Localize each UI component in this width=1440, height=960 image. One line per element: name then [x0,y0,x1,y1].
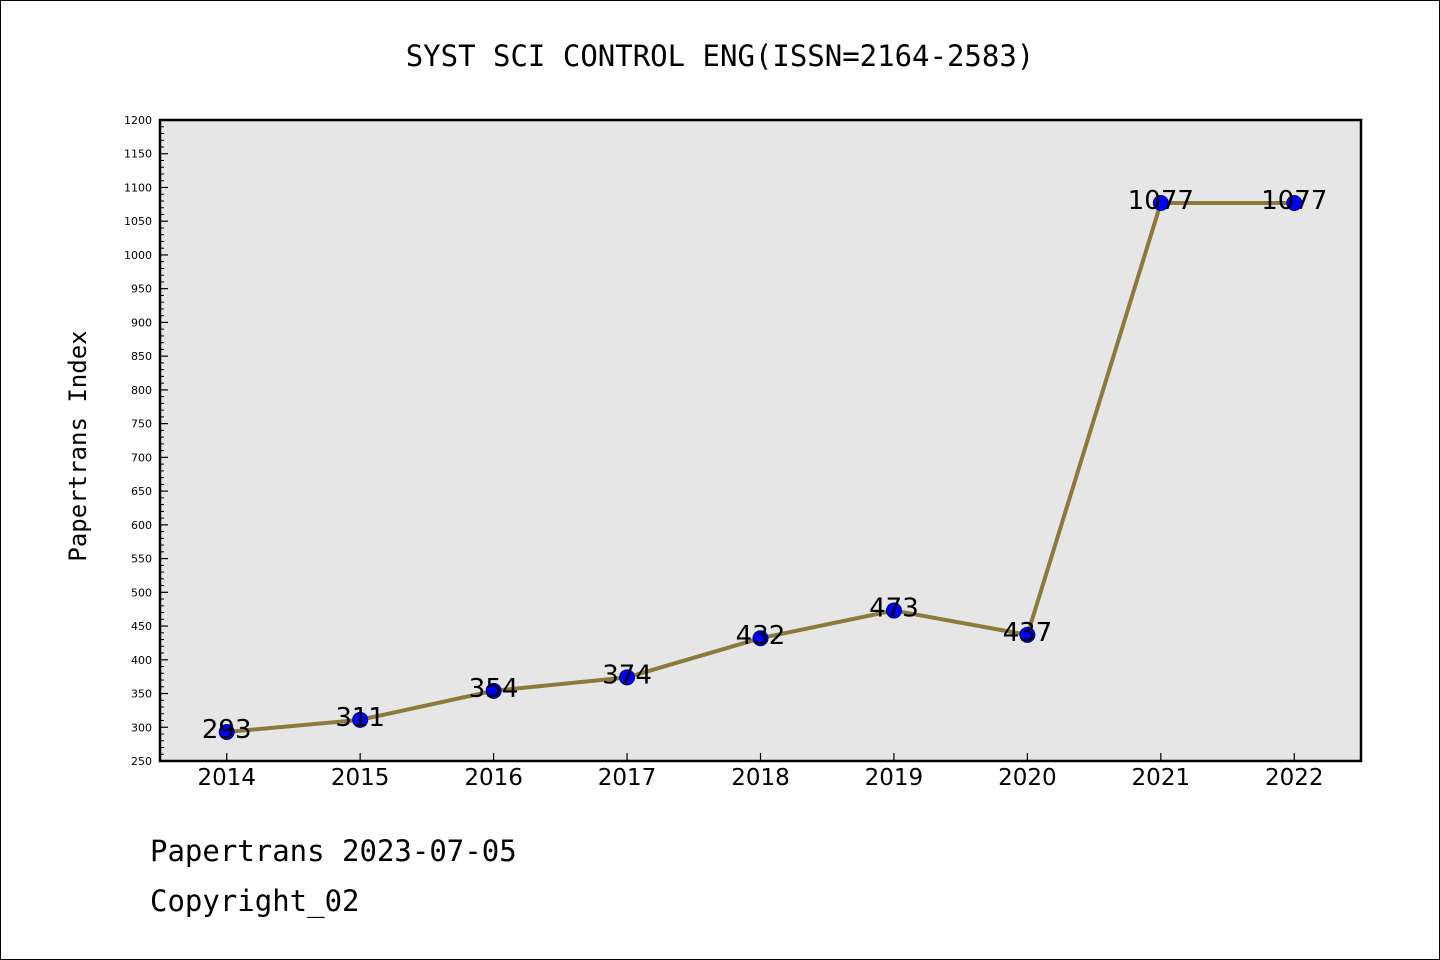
series-papertrans-index [218,194,1303,740]
y-tick-label: 1150 [124,148,152,161]
y-tick-label: 1200 [124,114,152,127]
x-tick-label: 2020 [998,765,1057,791]
x-axis: 2014 2015 2016 2017 2018 2019 2020 2021 2022 [197,753,1324,791]
footer-copyright-text: Copyright_02 [150,884,360,918]
y-tick-label: 600 [131,519,152,532]
data-label-2019: 473 [869,594,919,624]
y-tick-label: 350 [131,688,152,701]
x-tick-label: 2016 [464,765,523,791]
data-point-2017 [619,669,636,686]
y-axis: 250 300 350 400 450 500 550 600 650 700 750 800 850 9… [124,114,168,768]
data-point-2019 [885,602,902,619]
x-tick-label: 2015 [331,765,390,791]
chart-title: SYST SCI CONTROL ENG(ISSN=2164-2583) [406,39,1035,73]
data-label-2014: 293 [202,715,252,745]
x-tick-label: 2022 [1265,765,1324,791]
x-tick-label: 2018 [731,765,790,791]
plot-area [160,120,1361,761]
data-point-2022 [1286,194,1303,211]
y-axis-label: Papertrans Index [64,330,92,561]
y-tick-label: 400 [131,654,152,667]
y-tick-label: 1000 [124,249,152,262]
data-point-2015 [352,711,369,728]
y-tick-label: 1050 [124,215,152,228]
y-tick-label: 650 [131,485,152,498]
y-tick-label: 450 [131,620,152,633]
y-tick-label: 250 [131,755,152,768]
data-point-2020 [1019,626,1036,643]
y-tick-label: 850 [131,350,152,363]
data-point-2016 [485,682,502,699]
data-label-2016: 354 [469,674,519,704]
y-tick-label: 1100 [124,181,152,194]
x-tick-label: 2019 [865,765,924,791]
data-label-2015: 311 [335,703,385,733]
footer-date-text: Papertrans 2023-07-05 [150,834,517,868]
data-label-2021: 1077 [1128,186,1194,216]
y-tick-label: 800 [131,384,152,397]
y-tick-label: 300 [131,721,152,734]
y-tick-label: 550 [131,553,152,566]
data-point-2018 [752,630,769,647]
data-point-2021 [1152,194,1169,211]
data-label-2018: 432 [736,621,786,651]
data-label-2017: 374 [602,660,652,690]
data-point-2014 [218,723,235,740]
y-tick-label: 900 [131,316,152,329]
data-label-2022: 1077 [1261,186,1327,216]
y-tick-label: 750 [131,418,152,431]
y-tick-label: 950 [131,283,152,296]
x-tick-label: 2021 [1132,765,1191,791]
x-tick-label: 2014 [197,765,256,791]
data-labels: 293 311 354 374 432 473 437 1077 1077 [202,186,1327,745]
data-label-2020: 437 [1003,618,1053,648]
x-tick-label: 2017 [598,765,657,791]
y-tick-label: 700 [131,451,152,464]
plot-frame [158,118,1363,763]
y-tick-label: 500 [131,586,152,599]
